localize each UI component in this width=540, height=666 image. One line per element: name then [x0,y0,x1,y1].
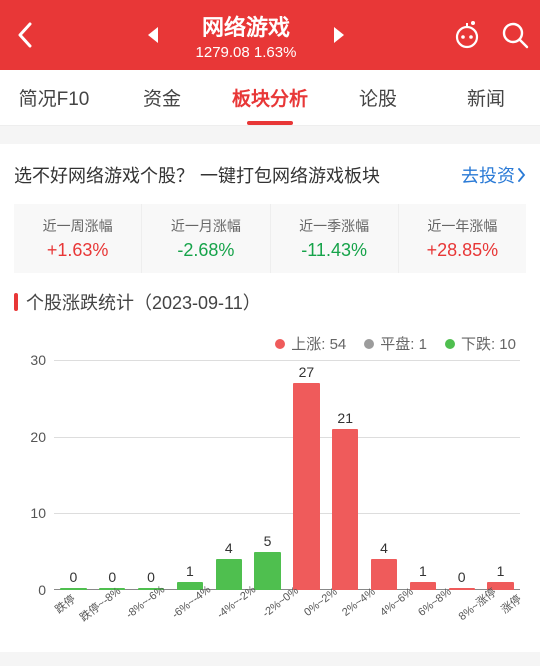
next-icon[interactable] [324,20,354,50]
stats-row: 近一周涨幅 +1.63%近一月涨幅 -2.68%近一季涨幅 -11.43%近一年… [14,204,526,273]
tab-3[interactable]: 论股 [324,70,432,125]
x-tick-label: 0%~2% [302,586,342,622]
bar-column: 0 [442,569,481,590]
bar-value-label: 21 [337,410,353,426]
bar-value-label: 4 [380,540,388,556]
bar-value-label: 0 [70,569,78,585]
bar-value-label: 1 [186,563,194,579]
stat-label: 近一月涨幅 [142,216,269,236]
bar-value-label: 1 [497,563,505,579]
tab-4[interactable]: 新闻 [432,70,540,125]
chart-legend: 上涨: 54 平盘: 1 下跌: 10 [14,333,516,354]
legend-item: 平盘: 1 [364,333,427,354]
x-tick-label: 涨停 [497,591,524,617]
bar-value-label: 1 [419,563,427,579]
legend-item: 下跌: 10 [445,333,516,354]
section-title: 个股涨跌统计（2023-09-11） [14,289,526,315]
y-tick-label: 30 [14,352,46,368]
y-tick-label: 20 [14,429,46,445]
bars-container: 0 0 0 1 4 5 27 21 4 1 0 1 [54,360,520,590]
bar-column: 0 [132,569,171,590]
bar-value-label: 0 [147,569,155,585]
x-tick-label: 4%~6% [378,586,418,622]
x-tick-label: 8%~涨停 [455,584,500,624]
header-title: 网络游戏 1279.08 1.63% [196,10,297,61]
stat-label: 近一周涨幅 [14,216,141,236]
x-tick-label: 2%~4% [340,586,380,622]
search-icon[interactable] [500,20,530,50]
app-header: 网络游戏 1279.08 1.63% [0,0,540,70]
bar [410,582,436,590]
bar-column: 1 [403,563,442,590]
bar [60,588,86,590]
bar-column: 0 [54,569,93,590]
bar [371,559,397,590]
x-axis: 跌停跌停~-8%-8%~-6%-6%~-4%-4%~-2%-2%~0%0%~2%… [14,596,526,612]
stat-label: 近一年涨幅 [399,216,526,236]
x-tick-label: 6%~8% [416,586,456,622]
bar-value-label: 5 [264,533,272,549]
stat-value: -11.43% [271,240,398,261]
bar [449,588,475,590]
title-text: 网络游戏 [196,10,297,42]
stat-value: +1.63% [14,240,141,261]
stat-value: +28.85% [399,240,526,261]
bar [293,383,319,590]
y-tick-label: 10 [14,505,46,521]
y-tick-label: 0 [14,582,46,598]
bar [332,429,358,590]
bar-value-label: 0 [458,569,466,585]
bar-column: 4 [209,540,248,590]
legend-item: 上涨: 54 [275,333,346,354]
stat-1: 近一月涨幅 -2.68% [142,204,270,273]
tab-0[interactable]: 简况F10 [0,70,108,125]
prev-icon[interactable] [138,20,168,50]
bar [254,552,280,590]
x-tick-label: -2%~0% [260,585,303,623]
legend-dot-icon [445,339,455,349]
promo-card: 选不好网络游戏个股？ 一键打包网络游戏板块 去投资 近一周涨幅 +1.63%近一… [0,144,540,273]
bar-column: 5 [248,533,287,590]
bar-value-label: 4 [225,540,233,556]
legend-dot-icon [275,339,285,349]
chart-section: 个股涨跌统计（2023-09-11） 上涨: 54平盘: 1下跌: 10 010… [0,273,540,622]
robot-icon[interactable] [452,20,482,50]
back-icon[interactable] [10,20,40,50]
promo-text-2: 一键打包网络游戏板块 [200,162,380,188]
stat-0: 近一周涨幅 +1.63% [14,204,142,273]
bar [216,559,242,590]
bar-column: 4 [365,540,404,590]
stat-label: 近一季涨幅 [271,216,398,236]
tab-2[interactable]: 板块分析 [216,70,324,125]
promo-text-1: 选不好网络游戏个股？ [14,162,194,188]
stat-value: -2.68% [142,240,269,261]
x-tick-label: 跌停 [51,591,78,617]
bar-column: 27 [287,364,326,590]
tab-1[interactable]: 资金 [108,70,216,125]
bar-column: 21 [326,410,365,590]
bar-chart: 01020300 0 0 1 4 5 27 21 4 1 0 1 [14,360,526,590]
tab-bar: 简况F10资金板块分析论股新闻 [0,70,540,126]
title-sub: 1279.08 1.63% [196,44,297,61]
legend-dot-icon [364,339,374,349]
stat-3: 近一年涨幅 +28.85% [399,204,526,273]
invest-link[interactable]: 去投资 [461,162,526,188]
stat-2: 近一季涨幅 -11.43% [271,204,399,273]
bar-value-label: 27 [299,364,315,380]
